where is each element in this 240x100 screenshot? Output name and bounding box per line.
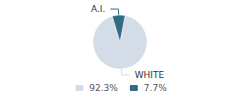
- svg-text:7.7%: 7.7%: [144, 83, 167, 93]
- svg-text:92.3%: 92.3%: [89, 83, 118, 93]
- svg-text:A.I.: A.I.: [91, 4, 105, 14]
- svg-text:WHITE: WHITE: [135, 70, 165, 80]
